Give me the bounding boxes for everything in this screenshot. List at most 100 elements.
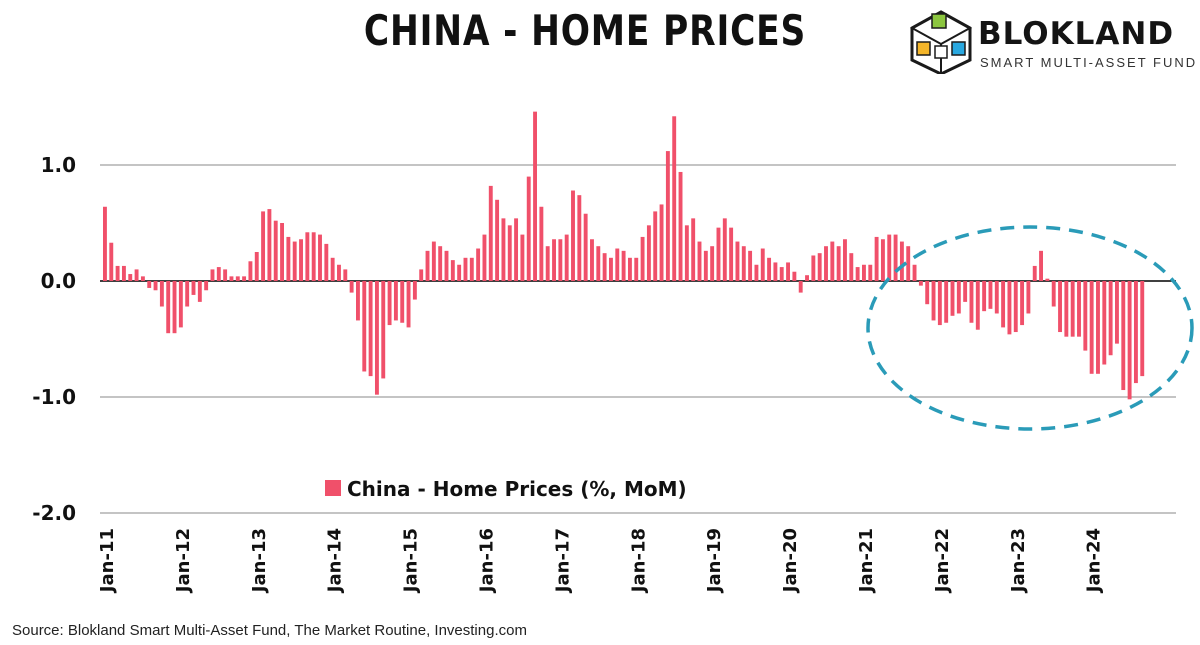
bar: [571, 190, 575, 281]
bar: [501, 218, 506, 281]
bar: [286, 236, 291, 281]
bar: [533, 111, 537, 281]
bar: [166, 281, 171, 334]
bar: [602, 253, 607, 281]
highlight-ellipse: [866, 225, 1194, 431]
bar: [583, 213, 588, 281]
x-tick-label: Jan-13: [249, 528, 270, 594]
bar: [1121, 281, 1126, 391]
bar: [792, 271, 797, 281]
bar: [438, 246, 443, 281]
bar: [868, 264, 873, 281]
bar: [223, 269, 228, 281]
bar: [261, 211, 266, 281]
bar: [811, 255, 816, 281]
bar: [159, 281, 164, 307]
bar: [703, 250, 708, 281]
bar: [1108, 281, 1113, 356]
bar: [356, 281, 360, 321]
bar: [514, 218, 519, 281]
bar: [469, 257, 474, 281]
bar: [621, 250, 626, 281]
bar: [431, 241, 436, 281]
bar: [824, 246, 828, 281]
bar: [1013, 281, 1018, 333]
bar: [476, 248, 481, 281]
bar: [412, 281, 417, 300]
bar: [552, 239, 556, 281]
bar: [956, 281, 961, 314]
bar: [488, 185, 493, 281]
bar: [590, 239, 594, 281]
x-tick-label: Jan-21: [856, 528, 877, 594]
bar: [1115, 281, 1119, 344]
chart-title: CHINA - HOME PRICES: [363, 6, 807, 55]
bar: [830, 241, 835, 281]
bar: [577, 195, 582, 281]
bar: [425, 250, 430, 281]
bar: [684, 225, 689, 281]
bar: [1039, 250, 1043, 281]
y-tick-label: 0.0: [41, 269, 76, 293]
x-tick-label: Jan-18: [628, 528, 649, 594]
bar: [937, 281, 942, 326]
bar: [912, 264, 917, 281]
legend-label: China - Home Prices (%, MoM): [347, 477, 687, 501]
bar: [754, 264, 759, 281]
bar: [185, 281, 190, 307]
bar: [1020, 281, 1025, 326]
bar: [482, 234, 487, 281]
bar: [836, 246, 841, 281]
x-tick-label: Jan-23: [1008, 528, 1029, 594]
bar: [722, 218, 727, 281]
bar: [343, 269, 348, 281]
bar: [1045, 278, 1050, 281]
bar: [539, 206, 544, 281]
bar: [659, 204, 664, 281]
bar: [419, 269, 424, 281]
bar: [299, 239, 303, 281]
x-tick-label: Jan-20: [780, 528, 801, 594]
bar: [1127, 281, 1132, 400]
bar: [1001, 281, 1006, 328]
bar: [1026, 281, 1031, 314]
bar: [615, 248, 620, 281]
bar: [248, 261, 253, 281]
bar: [324, 243, 329, 281]
bar: [779, 267, 784, 281]
bar: [520, 234, 525, 281]
bar: [843, 239, 847, 281]
bar: [400, 281, 405, 323]
bar: [697, 241, 702, 281]
x-tick-label: Jan-11: [97, 528, 118, 594]
brand-subtitle: SMART MULTI-ASSET FUND: [980, 55, 1198, 70]
bar: [387, 281, 392, 326]
bar: [855, 267, 860, 281]
bar: [305, 232, 310, 281]
bar: [1102, 281, 1107, 365]
bar: [210, 269, 215, 281]
bar: [242, 276, 247, 281]
bar: [969, 281, 974, 323]
bar: [982, 281, 987, 312]
bar: [1007, 281, 1012, 335]
bar: [197, 281, 202, 302]
bar: [311, 232, 316, 281]
bar: [1051, 281, 1056, 307]
bar: [672, 116, 677, 281]
bar: [691, 218, 696, 281]
bar: [716, 227, 721, 281]
x-tick-label: Jan-17: [552, 528, 573, 594]
bar: [609, 257, 613, 281]
bar: [235, 276, 240, 281]
bar: [1083, 281, 1088, 351]
bar: [374, 281, 379, 395]
y-axis-labels: 1.0 0.0 -1.0 -2.0: [32, 153, 76, 525]
bar: [862, 264, 866, 281]
bar: [153, 281, 158, 291]
bar: [393, 281, 398, 321]
bar: [1032, 265, 1037, 281]
bar: [109, 242, 114, 281]
bar: [1089, 281, 1094, 374]
bar: [558, 239, 563, 281]
